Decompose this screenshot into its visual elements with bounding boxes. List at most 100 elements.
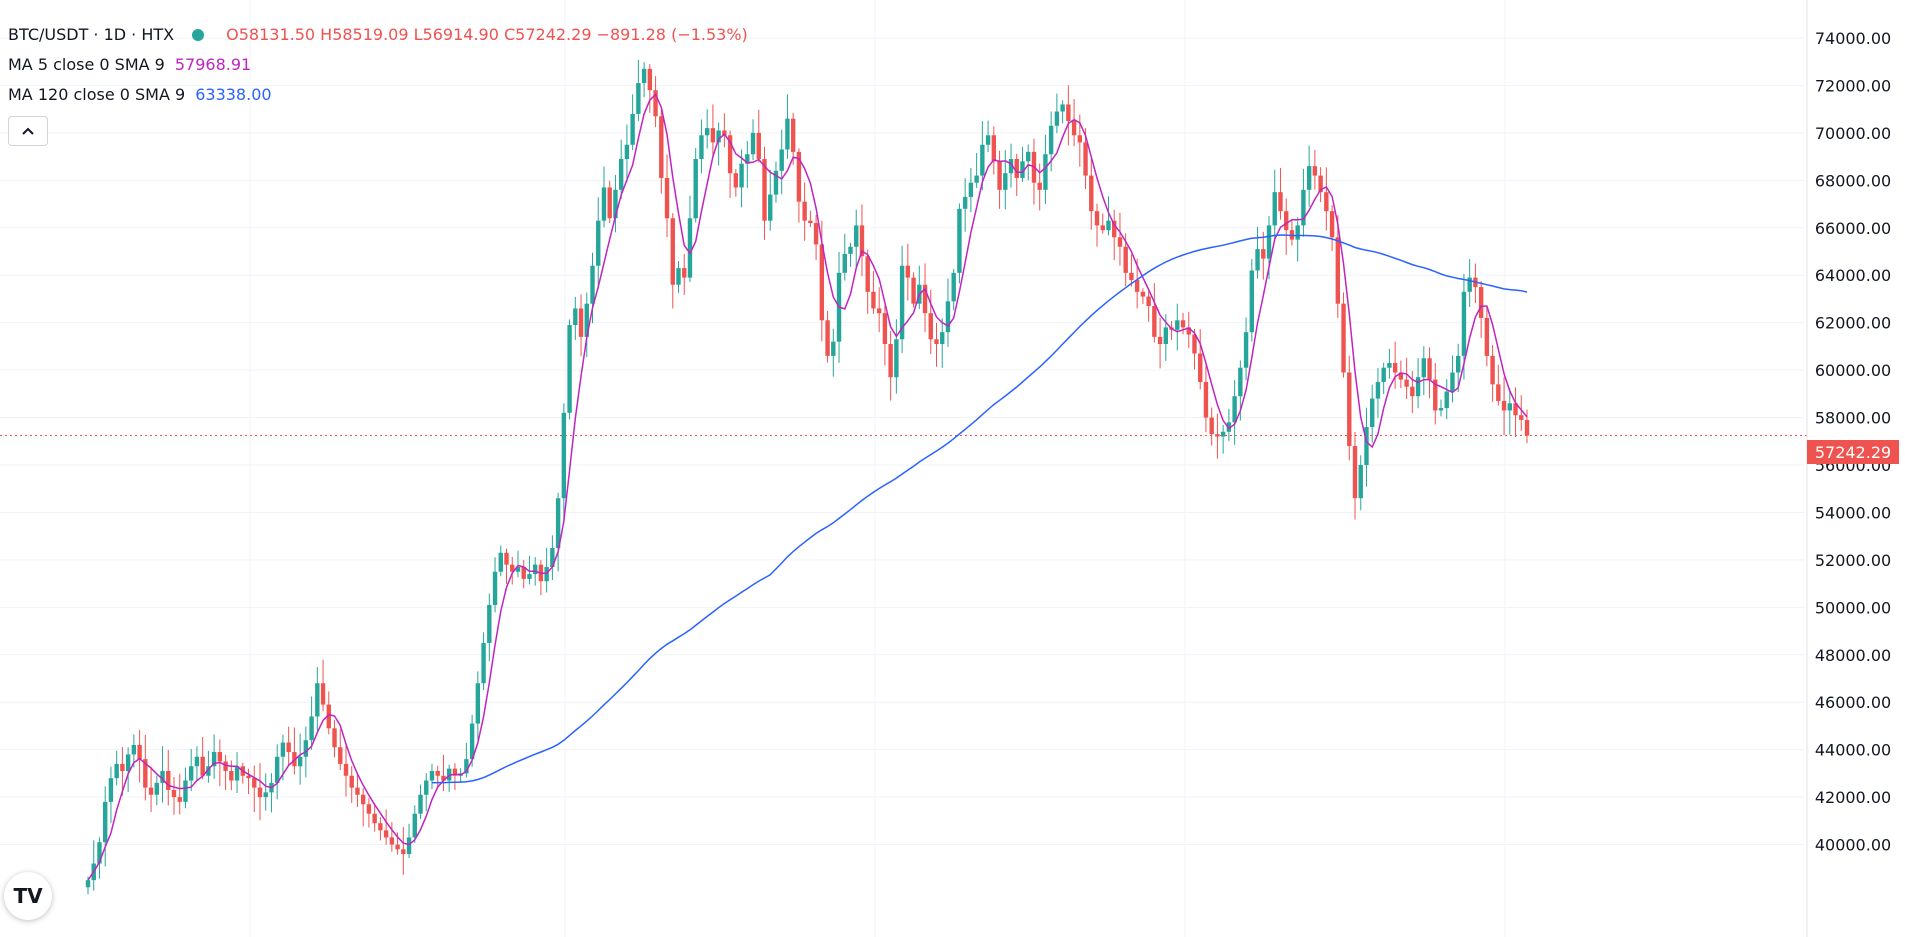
candle-body <box>1324 192 1329 212</box>
candle-body <box>200 756 205 776</box>
candle-body <box>550 548 555 568</box>
candle-body <box>991 135 997 162</box>
candle-body <box>521 567 526 579</box>
candle-body <box>412 813 417 838</box>
candle-body <box>693 158 698 219</box>
candle-body <box>578 308 584 337</box>
candle-body <box>1123 246 1128 273</box>
candle-body <box>429 771 435 781</box>
candle-body <box>1186 327 1191 335</box>
candle-body <box>188 766 194 781</box>
candle-body <box>618 158 624 190</box>
candle-body <box>653 90 658 117</box>
market-status-dot-icon[interactable] <box>192 29 205 41</box>
candle-body <box>825 320 830 356</box>
candle-body <box>1347 372 1352 447</box>
candle-body <box>1060 104 1065 112</box>
candle-body <box>596 220 601 266</box>
candle-body <box>1146 296 1151 307</box>
candle-body <box>624 144 630 159</box>
candle-body <box>980 144 985 176</box>
tradingview-logo-icon[interactable]: TV <box>4 872 52 920</box>
candle-body <box>1329 211 1335 238</box>
candle-body <box>1249 270 1255 333</box>
symbol-title: BTC/USDT · 1D · HTX <box>8 25 175 44</box>
candle-body <box>1209 417 1214 435</box>
candle-body <box>1026 151 1031 162</box>
candle-body <box>710 128 716 143</box>
ma5-value: 57968.91 <box>174 55 252 74</box>
candle-body <box>435 771 440 776</box>
legend-collapse-button[interactable] <box>8 116 48 146</box>
y-tick-label: 64000.00 <box>1815 266 1891 285</box>
candle-body <box>1192 334 1197 354</box>
candle-body <box>1381 367 1386 382</box>
candle-body <box>1461 291 1467 356</box>
candle-body <box>687 218 693 278</box>
candle-body <box>1335 237 1341 304</box>
candle-body <box>1008 158 1014 174</box>
candle-body <box>951 272 956 302</box>
chart-legend: BTC/USDT · 1D · HTX O58131.50 H58519.09 … <box>8 20 748 110</box>
candle-body <box>745 154 750 164</box>
candle-body <box>1392 362 1398 373</box>
candle-body <box>217 752 223 762</box>
candle-body <box>699 135 704 159</box>
ma5-row[interactable]: MA 5 close 0 SMA 9 57968.91 <box>8 50 748 80</box>
candle-body <box>584 303 589 337</box>
candle-body <box>464 759 469 774</box>
candle-body <box>647 68 653 91</box>
candle-body <box>905 265 911 278</box>
candle-body <box>1203 381 1209 418</box>
candle-body <box>280 742 286 757</box>
ma120-row[interactable]: MA 120 close 0 SMA 9 63338.00 <box>8 80 748 110</box>
candle-body <box>859 225 865 257</box>
candle-body <box>487 604 492 643</box>
candle-body <box>120 763 125 772</box>
candle-body <box>1077 135 1083 143</box>
candle-body <box>332 728 337 748</box>
candle-body <box>1152 306 1157 337</box>
candle-body <box>1295 225 1300 240</box>
moving-average-lines <box>87 93 1528 881</box>
candle-body <box>223 761 228 772</box>
candle-body <box>515 567 521 572</box>
candle-body <box>590 265 595 304</box>
candle-body <box>114 763 119 779</box>
candle-body <box>1089 175 1094 212</box>
candle-body <box>1243 332 1249 368</box>
candle-body <box>894 339 899 378</box>
candle-body <box>1415 377 1421 397</box>
candle-body <box>1490 355 1495 385</box>
candle-body <box>630 113 635 145</box>
candle-body <box>338 747 343 764</box>
candle-body <box>1215 434 1220 437</box>
candle-body <box>234 766 240 781</box>
candle-body <box>1106 220 1111 231</box>
candle-body <box>1370 398 1375 428</box>
candle-body <box>383 830 389 838</box>
candle-body <box>160 771 165 783</box>
candle-body <box>848 246 853 254</box>
candle-body <box>1129 272 1134 280</box>
candle-body <box>303 740 309 757</box>
candle-body <box>704 128 710 136</box>
candle-body <box>1066 104 1071 122</box>
ma120-line <box>431 234 1528 784</box>
candle-body <box>355 787 360 795</box>
candle-body <box>1456 355 1461 373</box>
candle-body <box>1043 154 1048 190</box>
y-tick-label: 62000.00 <box>1815 314 1891 333</box>
candle-body <box>401 849 406 855</box>
ma120-value: 63338.00 <box>195 85 272 104</box>
candle-body <box>1404 379 1409 387</box>
candle-body <box>607 187 612 219</box>
candle-body <box>1398 372 1404 380</box>
candle-body <box>779 149 784 171</box>
candle-body <box>1375 381 1381 399</box>
candle-body <box>1266 225 1272 259</box>
candle-body <box>561 412 567 499</box>
candle-body <box>360 794 366 805</box>
candle-body <box>1094 211 1100 226</box>
